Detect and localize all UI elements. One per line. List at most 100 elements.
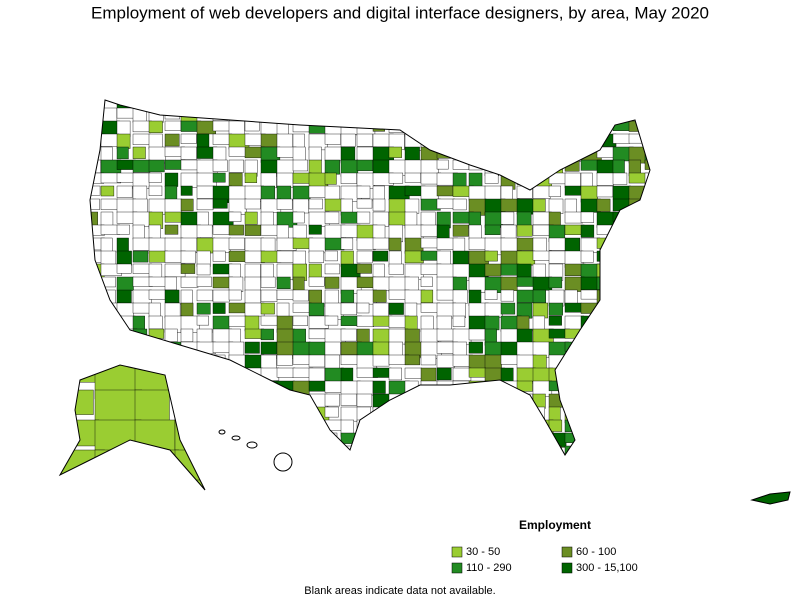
area (532, 146, 554, 164)
area (596, 380, 613, 398)
area (100, 315, 122, 332)
area (244, 100, 266, 108)
area (388, 432, 404, 445)
area (420, 100, 439, 110)
area (532, 185, 551, 199)
map-title: Employment of web developers and digital… (91, 3, 709, 22)
area (356, 445, 373, 455)
area (564, 172, 581, 189)
area (612, 419, 629, 432)
area (612, 237, 632, 250)
area (132, 100, 148, 111)
area (420, 393, 438, 410)
area (532, 432, 546, 444)
area (260, 406, 274, 418)
area (437, 459, 457, 472)
area (644, 237, 650, 250)
area (436, 380, 455, 395)
area (420, 354, 437, 366)
area (612, 289, 633, 305)
area (644, 354, 650, 365)
area (260, 133, 279, 148)
area (436, 315, 452, 331)
area (260, 159, 280, 174)
area (516, 100, 535, 107)
area (132, 302, 151, 314)
area (612, 185, 631, 200)
area (132, 224, 145, 240)
area (308, 237, 326, 254)
area (180, 289, 193, 305)
area (244, 341, 260, 354)
area (452, 302, 466, 318)
area (548, 276, 563, 289)
area (197, 459, 210, 469)
area (212, 393, 234, 405)
area (228, 237, 245, 250)
area (133, 459, 147, 475)
area (564, 393, 579, 406)
area (228, 172, 243, 189)
area (612, 263, 633, 275)
area (196, 100, 218, 112)
area (116, 107, 135, 119)
mainland-areas (90, 100, 650, 475)
area (174, 389, 205, 422)
area (420, 276, 433, 287)
area (548, 302, 563, 316)
area (132, 133, 151, 145)
area (452, 367, 472, 382)
area (276, 406, 294, 422)
area (468, 133, 483, 144)
area (308, 146, 322, 161)
area (516, 367, 536, 383)
area (580, 172, 593, 187)
area (580, 341, 601, 355)
area (116, 341, 136, 353)
area (180, 276, 199, 288)
area (612, 315, 634, 327)
area (628, 354, 650, 366)
area (500, 419, 518, 431)
area (532, 263, 546, 279)
area (148, 159, 165, 173)
area (340, 432, 362, 444)
area (484, 133, 500, 151)
area (372, 289, 387, 303)
area (612, 354, 627, 371)
area (612, 341, 629, 358)
area (196, 393, 210, 411)
area (260, 380, 278, 398)
area (564, 198, 577, 213)
area (292, 406, 311, 422)
legend-label: 110 - 290 (466, 562, 512, 574)
area (134, 479, 187, 490)
area (340, 354, 359, 366)
footnote: Blank areas indicate data not available. (304, 585, 495, 597)
area (276, 276, 291, 290)
area (404, 120, 426, 137)
area (292, 289, 309, 302)
area (228, 276, 244, 292)
area (548, 237, 566, 251)
area (292, 146, 306, 162)
area (148, 100, 163, 106)
area (644, 419, 650, 435)
area (644, 224, 650, 241)
area (292, 445, 314, 455)
hawaii-island (273, 452, 293, 472)
area (117, 459, 134, 471)
area (436, 250, 451, 265)
area (116, 133, 131, 149)
area (292, 302, 312, 313)
area (612, 302, 629, 318)
area (388, 120, 406, 133)
area (308, 445, 327, 455)
area (644, 172, 650, 190)
area (196, 315, 209, 326)
legend-label: 30 - 50 (466, 546, 500, 558)
area (292, 354, 311, 365)
area (516, 146, 533, 161)
area (644, 380, 650, 391)
